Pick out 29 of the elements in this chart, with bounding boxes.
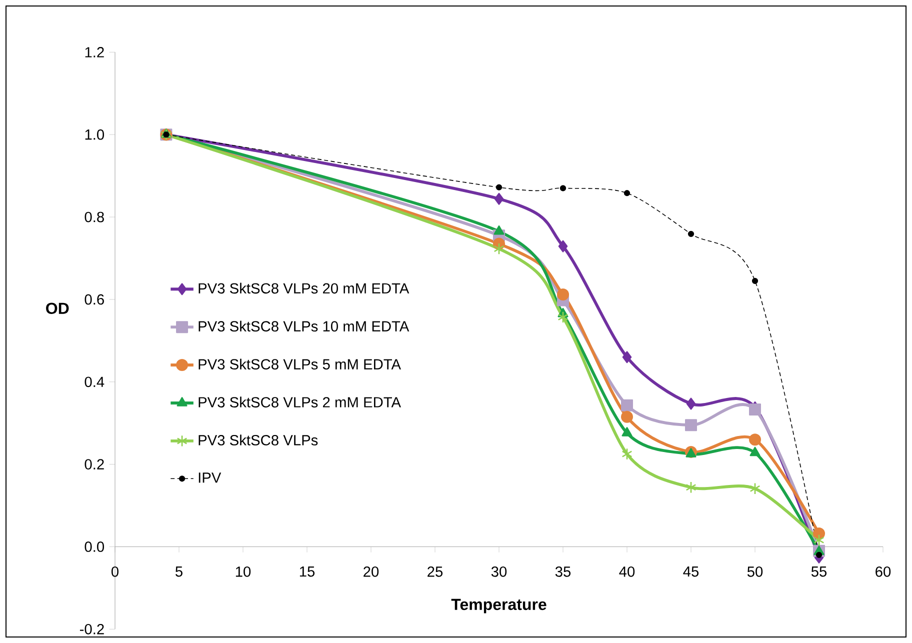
x-axis-title: Temperature xyxy=(451,598,546,614)
y-tick-label: 0.0 xyxy=(84,542,104,552)
legend-label: PV3 SktSC8 VLPs 10 mM EDTA xyxy=(198,320,410,332)
x-tick-label: 20 xyxy=(364,566,379,577)
legend-label: IPV xyxy=(198,472,222,483)
y-tick-label: 1.2 xyxy=(85,47,104,58)
y-tick-label: 0.4 xyxy=(84,376,104,388)
x-tick-label: 0 xyxy=(111,566,118,577)
y-tick-label: -0.2 xyxy=(80,624,104,634)
x-tick-label: 60 xyxy=(876,566,891,577)
x-tick-label: 10 xyxy=(236,566,251,577)
x-tick-label: 55 xyxy=(811,566,827,577)
y-tick-label: 1.0 xyxy=(85,129,104,140)
x-tick-label: 40 xyxy=(619,566,635,577)
y-tick-label: 0.8 xyxy=(84,212,104,222)
legend-label: PV3 SktSC8 VLPs 2 mM EDTA xyxy=(198,396,402,408)
legend-label: PV3 SktSC8 VLPs 20 mM EDTA xyxy=(198,282,410,294)
legend-label: PV3 SktSC8 VLPs xyxy=(198,434,318,446)
legend-label: PV3 SktSC8 VLPs 5 mM EDTA xyxy=(198,358,402,370)
x-tick-label: 25 xyxy=(428,566,443,577)
x-tick-label: 50 xyxy=(747,566,763,577)
y-tick-label: 0.2 xyxy=(84,459,104,470)
x-tick-label: 45 xyxy=(683,566,699,577)
x-tick-label: 5 xyxy=(176,566,182,577)
y-axis-title: OD xyxy=(46,302,69,314)
x-tick-label: 15 xyxy=(300,566,315,577)
x-tick-label: 30 xyxy=(491,566,507,577)
y-tick-label: 0.6 xyxy=(84,294,104,305)
x-tick-label: 35 xyxy=(555,566,571,577)
